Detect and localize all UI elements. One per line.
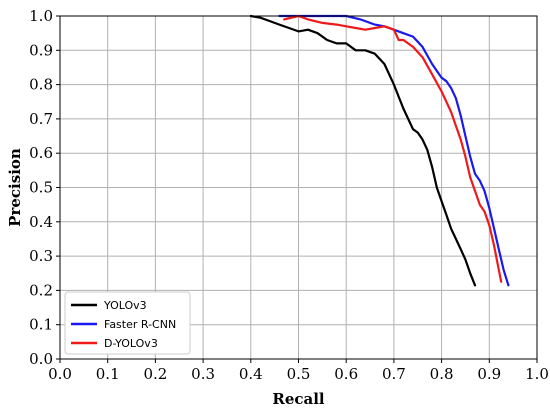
series-line-yolov3 [249,14,477,287]
y-axis-title: Precision [6,148,24,227]
x-tick-label: 0.2 [143,365,167,383]
y-tick-label: 0.2 [29,281,53,299]
x-tick-label: 0.3 [191,365,215,383]
legend-box [64,291,191,355]
y-tick-label: 0.0 [29,350,53,368]
x-tick-label: 0.8 [430,365,454,383]
legend: YOLOv3 Faster R-CNN D-YOLOv3 [64,291,191,355]
y-tick-label: 0.7 [29,110,53,128]
x-tick-label: 0.5 [287,365,311,383]
x-tick-label: 0.9 [477,365,501,383]
y-tick-label: 0.1 [29,316,53,334]
series-line-faster-r-cnn [278,14,510,287]
tick-layer: 0.0 0.1 0.2 0.3 0.4 0.5 0.6 0.7 0.8 0.9 1.0 0.0 0.1 0… [29,7,549,383]
series-layer [249,14,510,287]
legend-label: Faster R-CNN [104,318,176,331]
y-tick-label: 0.4 [29,213,53,231]
y-tick-label: 0.3 [29,247,53,265]
x-tick-label: 0.1 [96,365,120,383]
x-tick-label: 0.4 [239,365,263,383]
x-tick-label: 1.0 [525,365,549,383]
x-tick-label: 0.0 [48,365,72,383]
x-tick-label: 0.7 [382,365,406,383]
y-tick-label: 0.9 [29,41,53,59]
y-tick-label: 0.5 [29,179,53,197]
x-tick-label: 0.6 [334,365,358,383]
legend-label: D-YOLOv3 [104,337,158,350]
y-tick-label: 0.6 [29,144,53,162]
x-axis-title: Recall [272,390,325,408]
legend-label: YOLOv3 [103,299,147,312]
y-tick-label: 0.8 [29,76,53,94]
series-line-d-yolov3 [283,14,503,283]
y-tick-label: 1.0 [29,7,53,25]
